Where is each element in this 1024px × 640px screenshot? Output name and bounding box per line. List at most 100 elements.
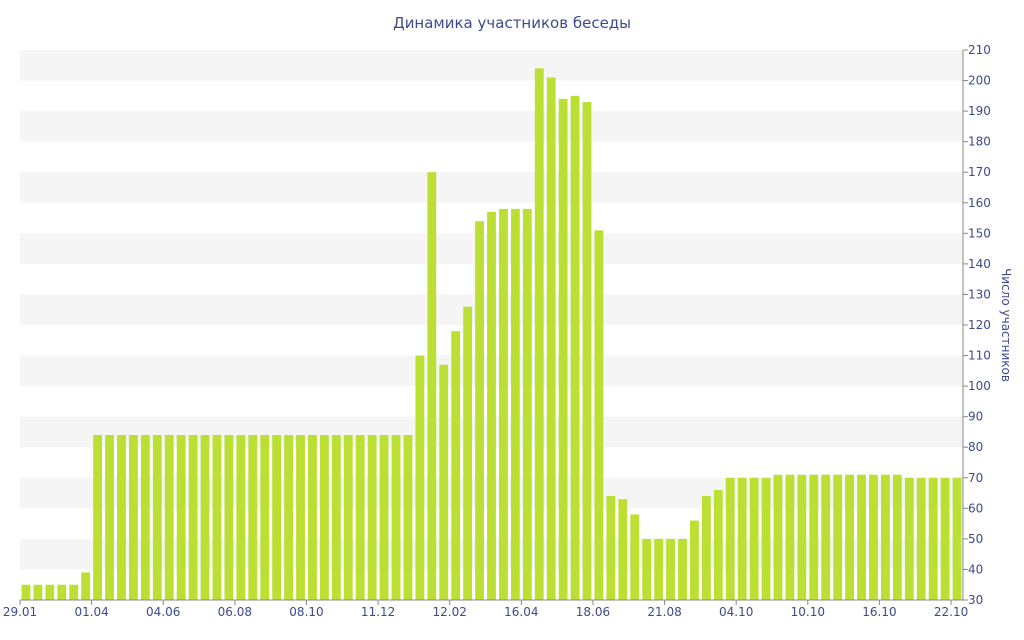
bar (308, 435, 317, 600)
bar (81, 572, 91, 600)
bar-series (21, 68, 962, 601)
bar (558, 98, 568, 600)
x-tick-label: 29.01 (3, 605, 37, 619)
y-tick-label: 60 (968, 501, 983, 515)
bar (618, 499, 628, 600)
x-tick-label: 18.06 (576, 605, 610, 619)
bar (797, 474, 807, 600)
bar (152, 435, 162, 600)
bar (892, 474, 902, 600)
grid-band (20, 172, 963, 203)
bar (260, 435, 270, 600)
bar (701, 496, 711, 600)
bar (761, 477, 771, 600)
bar (821, 474, 831, 600)
y-tick-label: 80 (968, 440, 983, 454)
bar (582, 101, 592, 600)
bar (93, 435, 102, 600)
bar (164, 435, 174, 600)
bar (845, 474, 855, 600)
bar (451, 331, 461, 600)
bar (355, 435, 365, 600)
x-tick-label: 16.10 (862, 605, 896, 619)
y-tick-label: 190 (968, 104, 991, 118)
x-tick-label: 21.08 (647, 605, 681, 619)
bar (21, 584, 31, 600)
y-tick-label: 130 (968, 287, 991, 301)
y-tick-label: 120 (968, 318, 991, 332)
y-tick-label: 150 (968, 226, 991, 240)
x-tick-label: 08.10 (289, 605, 323, 619)
bar (105, 435, 114, 600)
bar (594, 230, 604, 600)
grid-band (20, 111, 963, 142)
y-tick-label: 40 (968, 562, 983, 576)
bar (713, 490, 723, 600)
bar (654, 538, 664, 600)
bar (952, 477, 962, 600)
bar (857, 474, 866, 600)
y-tick-label: 90 (968, 410, 983, 424)
bar (427, 172, 437, 600)
bar (749, 477, 759, 600)
bar (570, 95, 580, 600)
bar (880, 474, 890, 600)
y-axis: 30 40 50 60 70 80 90 100 110 120 130 140 150 160 170 18… (962, 43, 991, 607)
bar (367, 435, 377, 600)
bar (224, 435, 234, 600)
x-tick-label: 10.10 (791, 605, 825, 619)
bar (403, 435, 413, 600)
bar (69, 584, 79, 600)
bar (343, 435, 353, 600)
bar (248, 435, 258, 600)
y-tick-label: 200 (968, 74, 991, 88)
bar (510, 208, 520, 600)
y-axis-title: Число участников (999, 268, 1013, 382)
bar (534, 68, 544, 600)
y-tick-label: 140 (968, 257, 991, 271)
bar (928, 477, 938, 600)
bar (737, 477, 747, 600)
bar (117, 435, 126, 600)
bar (33, 584, 43, 600)
bar (630, 514, 640, 600)
bar (475, 221, 484, 601)
bar (678, 538, 687, 600)
x-tick-label: 22.10 (934, 605, 968, 619)
bar (379, 435, 389, 600)
x-tick-label: 06.08 (218, 605, 252, 619)
y-tick-label: 70 (968, 471, 983, 485)
bar (212, 435, 222, 600)
bar (522, 208, 532, 600)
x-tick-label: 11.12 (361, 605, 395, 619)
bar (690, 520, 699, 600)
bar (869, 474, 878, 600)
x-tick-label: 12.02 (433, 605, 467, 619)
y-tick-label: 50 (968, 532, 983, 546)
bar (176, 435, 186, 600)
chart-title: Динамика участников беседы (393, 14, 631, 32)
y-tick-label: 30 (968, 593, 983, 607)
bar (319, 435, 329, 600)
y-tick-label: 110 (968, 349, 991, 363)
bar (45, 584, 55, 600)
x-axis: 29.01 01.04 04.06 06.08 08.10 11.12 12.02 16.04… (3, 599, 968, 619)
bar (666, 538, 675, 600)
bar (833, 474, 843, 600)
bar (725, 477, 735, 600)
bar (499, 208, 508, 600)
bar (188, 435, 198, 600)
y-tick-label: 170 (968, 165, 991, 179)
bar (415, 355, 425, 600)
bar (391, 435, 401, 600)
bar (642, 538, 652, 600)
y-tick-label: 180 (968, 135, 991, 149)
bar (128, 435, 138, 600)
bar (236, 435, 246, 600)
bar (331, 435, 341, 600)
bar (463, 306, 473, 600)
bar (809, 474, 819, 600)
y-tick-label: 210 (968, 43, 991, 57)
bar (773, 474, 783, 600)
bar (272, 435, 282, 600)
